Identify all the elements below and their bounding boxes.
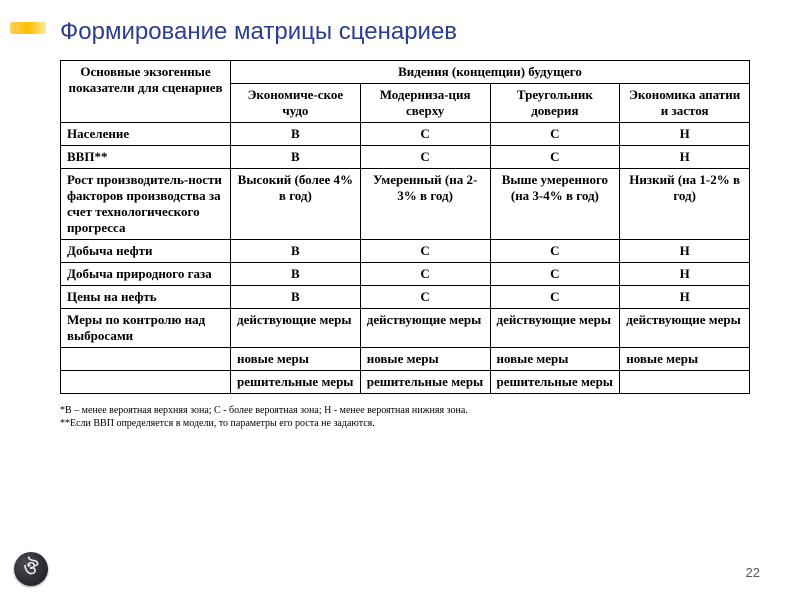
cell: новые меры <box>620 348 750 371</box>
footnote-2: **Если ВВП определяется в модели, то пар… <box>60 417 750 430</box>
row-label: Население <box>61 123 231 146</box>
cell: решительные меры <box>490 371 620 394</box>
cell: В <box>231 123 361 146</box>
row-label: ВВП** <box>61 146 231 169</box>
table-row: Добыча природного газаВССН <box>61 263 750 286</box>
cell: С <box>360 240 490 263</box>
cell: С <box>490 286 620 309</box>
cell: Н <box>620 146 750 169</box>
cell: В <box>231 286 361 309</box>
cell: С <box>490 123 620 146</box>
cell: решительные меры <box>231 371 361 394</box>
row-label: Добыча нефти <box>61 240 231 263</box>
cell: действующие меры <box>360 309 490 348</box>
cell: С <box>360 286 490 309</box>
table-row: Меры по контролю над выбросамидействующи… <box>61 309 750 348</box>
header-scenario-3: Треугольник доверия <box>490 84 620 123</box>
cell: новые меры <box>360 348 490 371</box>
cell: Умеренный (на 2-3% в год) <box>360 169 490 240</box>
slide: Формирование матрицы сценариев Основные … <box>0 0 800 600</box>
row-label: Добыча природного газа <box>61 263 231 286</box>
row-label <box>61 348 231 371</box>
cell <box>620 371 750 394</box>
row-label: Меры по контролю над выбросами <box>61 309 231 348</box>
cell: С <box>360 123 490 146</box>
cell: Выше умеренного (на 3-4% в год) <box>490 169 620 240</box>
logo-icon: ঔ <box>14 552 48 586</box>
table-body: НаселениеВССНВВП**ВССНРост производитель… <box>61 123 750 394</box>
logo-glyph: ঔ <box>24 554 39 585</box>
cell: действующие меры <box>620 309 750 348</box>
cell: С <box>360 146 490 169</box>
header-indicators: Основные экзогенные показатели для сцена… <box>61 61 231 123</box>
cell: С <box>490 240 620 263</box>
cell: Низкий (на 1-2% в год) <box>620 169 750 240</box>
table-row: НаселениеВССН <box>61 123 750 146</box>
cell: С <box>490 263 620 286</box>
footnote-1: *В – менее вероятная верхняя зона; С - б… <box>60 404 750 417</box>
footnotes: *В – менее вероятная верхняя зона; С - б… <box>60 404 750 430</box>
cell: С <box>490 146 620 169</box>
table-row: новые мерыновые мерыновые мерыновые меры <box>61 348 750 371</box>
cell: Н <box>620 286 750 309</box>
header-scenario-1: Экономиче-ское чудо <box>231 84 361 123</box>
table-row: Цены на нефтьВССН <box>61 286 750 309</box>
scenario-matrix-table: Основные экзогенные показатели для сцена… <box>60 60 750 394</box>
table-header-row-1: Основные экзогенные показатели для сцена… <box>61 61 750 84</box>
table-row: Рост производитель-ности факторов произв… <box>61 169 750 240</box>
cell: новые меры <box>231 348 361 371</box>
row-label: Цены на нефть <box>61 286 231 309</box>
table-row: решительные мерырешительные мерырешитель… <box>61 371 750 394</box>
cell: решительные меры <box>360 371 490 394</box>
row-label: Рост производитель-ности факторов произв… <box>61 169 231 240</box>
cell: действующие меры <box>490 309 620 348</box>
cell: Н <box>620 263 750 286</box>
header-visions: Видения (концепции) будущего <box>231 61 750 84</box>
cell: В <box>231 263 361 286</box>
cell: С <box>360 263 490 286</box>
cell: Н <box>620 123 750 146</box>
table-row: Добыча нефтиВССН <box>61 240 750 263</box>
row-label <box>61 371 231 394</box>
cell: В <box>231 240 361 263</box>
cell: Н <box>620 240 750 263</box>
cell: действующие меры <box>231 309 361 348</box>
page-number: 22 <box>746 565 760 580</box>
cell: Высокий (более 4% в год) <box>231 169 361 240</box>
accent-strip <box>10 22 46 34</box>
header-scenario-4: Экономика апатии и застоя <box>620 84 750 123</box>
page-title: Формирование матрицы сценариев <box>60 18 750 46</box>
cell: В <box>231 146 361 169</box>
header-scenario-2: Модерниза-ция сверху <box>360 84 490 123</box>
cell: новые меры <box>490 348 620 371</box>
table-row: ВВП**ВССН <box>61 146 750 169</box>
